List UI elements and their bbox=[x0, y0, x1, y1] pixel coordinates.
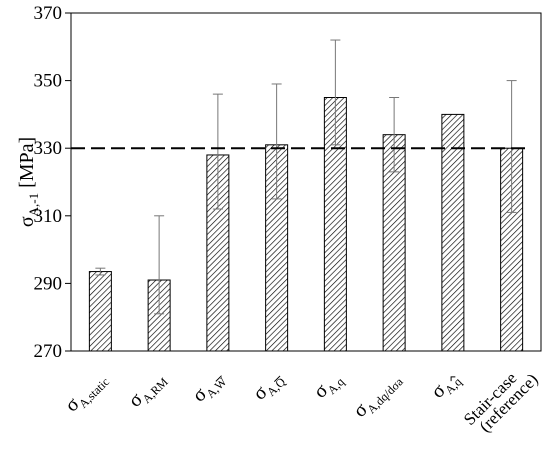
x-category-label: σA,RM bbox=[124, 367, 171, 414]
y-axis-title: σA,-1 [MPa] bbox=[16, 137, 41, 227]
svg-text:σA,dq/dσa: σA,dq/dσa bbox=[349, 367, 406, 424]
svg-text:σA,RM: σA,RM bbox=[124, 367, 171, 414]
y-axis-ticks: 270 290 310 330 350 370 bbox=[34, 3, 71, 362]
y-tick-label: 310 bbox=[34, 206, 63, 227]
bars bbox=[88, 39, 524, 352]
svg-text:σA,static: σA,static bbox=[61, 367, 112, 418]
axes bbox=[70, 12, 542, 352]
x-category-label: σA,dq/dσa bbox=[349, 367, 406, 424]
x-category-label: σA,W bbox=[188, 367, 230, 409]
x-category-label: Stair-case(reference) bbox=[460, 368, 542, 436]
plot-frame bbox=[70, 12, 542, 352]
x-category-label: σA,Q bbox=[249, 367, 289, 407]
y-tick-label: 270 bbox=[34, 341, 63, 362]
x-category-label: σA,q bbox=[309, 367, 347, 405]
y-tick-label: 370 bbox=[34, 3, 63, 24]
y-tick-label: 350 bbox=[34, 71, 63, 92]
x-axis-categories: σA,static σA,RM σA,W σA,Q σA,qσA,dq/dσa σA,qS… bbox=[61, 367, 542, 436]
svg-text:σA,q: σA,q bbox=[309, 367, 347, 405]
y-tick-label: 290 bbox=[34, 273, 63, 294]
x-category-label: σA,static bbox=[61, 367, 112, 418]
bar bbox=[441, 113, 465, 352]
x-category-label: σA,q bbox=[427, 367, 465, 405]
y-tick-label: 330 bbox=[34, 138, 63, 159]
svg-text:σA,q: σA,q bbox=[427, 367, 465, 405]
svg-text:σA,W: σA,W bbox=[188, 367, 230, 409]
y-axis-label: σA,-1 [MPa] bbox=[16, 137, 41, 227]
svg-text:σA,Q: σA,Q bbox=[249, 367, 289, 407]
bar bbox=[88, 271, 112, 352]
